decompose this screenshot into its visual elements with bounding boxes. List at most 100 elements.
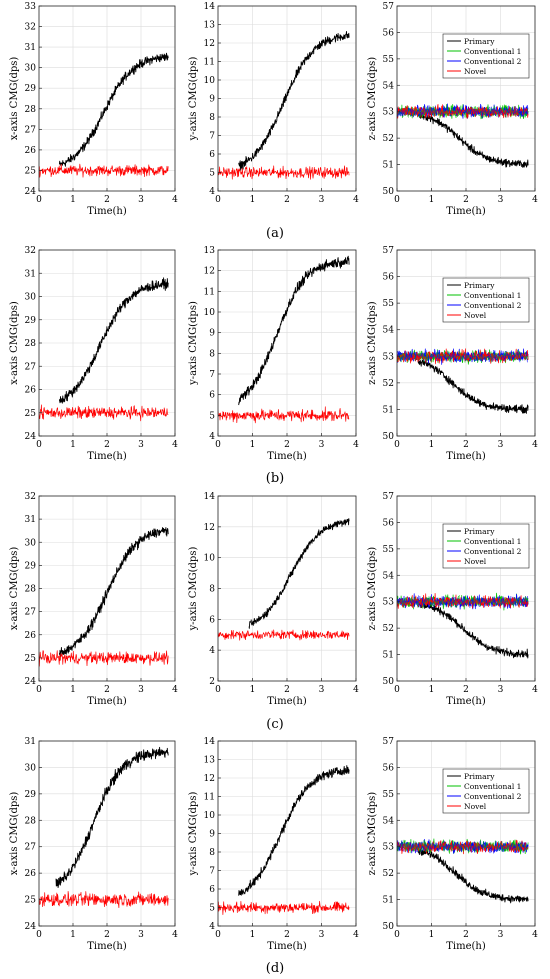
y-tick-label: 28: [25, 339, 37, 349]
series-primary: [248, 518, 350, 629]
y-tick-label: 54: [383, 571, 395, 581]
x-tick-label: 0: [36, 930, 42, 940]
y-tick-label: 32: [25, 492, 36, 502]
y-tick-label: 6: [209, 615, 215, 625]
y-tick-label: 51: [383, 405, 394, 415]
series-primary: [417, 357, 529, 414]
y-tick-label: 24: [25, 187, 37, 197]
series-trace-1: [397, 595, 529, 608]
y-tick-label: 26: [25, 869, 37, 879]
y-tick-label: 31: [25, 43, 36, 53]
series-primary: [58, 527, 169, 658]
y-tick-label: 30: [25, 763, 37, 773]
y-tick-label: 54: [383, 81, 395, 91]
x-tick-label: 3: [319, 440, 325, 450]
x-tick-label: 4: [532, 685, 538, 695]
x-tick-label: 0: [215, 930, 221, 940]
y-tick-label: 57: [383, 737, 395, 747]
y-tick-label: 26: [25, 386, 37, 396]
y-tick-label: 2: [209, 677, 215, 687]
series-primary: [55, 746, 169, 889]
chart-panel-10: 0 1 2 3 4 24 25 26 27 28 29 30 31 Time(h) x-axis CMG(d…: [9, 737, 178, 952]
y-tick-label: 26: [25, 146, 37, 156]
series-novel: [397, 839, 529, 855]
y-tick-label: 30: [25, 64, 37, 74]
x-tick-label: 3: [138, 685, 144, 695]
y-tick-label: 55: [383, 545, 395, 555]
legend-entry: Conventional 2: [464, 57, 522, 66]
y-tick-label: 5: [209, 169, 215, 179]
y-tick-label: 4: [209, 922, 215, 932]
legend-entry: Conventional 1: [464, 782, 521, 791]
y-tick-label: 55: [383, 299, 395, 309]
series-primary: [417, 845, 529, 904]
x-axis-label: Time(h): [87, 451, 127, 462]
x-axis-label: Time(h): [446, 451, 486, 462]
y-tick-label: 8: [209, 349, 215, 359]
x-tick-label: 4: [172, 195, 178, 205]
y-tick-label: 53: [383, 598, 395, 608]
legend-entry: Novel: [464, 311, 487, 320]
series-novel: [218, 900, 350, 915]
y-tick-label: 25: [25, 166, 37, 176]
y-tick-label: 25: [25, 654, 37, 664]
x-axis-label: Time(h): [267, 696, 307, 707]
y-tick-label: 8: [209, 585, 215, 595]
y-tick-label: 55: [383, 790, 395, 800]
y-tick-label: 53: [383, 108, 395, 118]
series-trace-1: [397, 349, 529, 363]
x-tick-label: 4: [353, 195, 359, 205]
y-tick-label: 56: [383, 28, 395, 38]
x-axis-label: Time(h): [267, 451, 307, 462]
series-primary: [417, 601, 529, 659]
y-tick-label: 31: [25, 515, 36, 525]
y-tick-label: 13: [204, 756, 216, 766]
y-tick-label: 53: [383, 352, 395, 362]
x-axis-label: Time(h): [87, 696, 127, 707]
x-tick-label: 0: [394, 930, 400, 940]
x-tick-label: 4: [532, 930, 538, 940]
legend-entry: Primary: [464, 527, 495, 536]
y-axis-label: y-axis CMG(dps): [188, 792, 199, 877]
y-tick-label: 26: [25, 631, 37, 641]
y-tick-label: 10: [204, 811, 216, 821]
y-tick-label: 4: [209, 187, 215, 197]
series-novel: [218, 629, 350, 641]
x-tick-label: 4: [532, 195, 538, 205]
series-novel: [39, 404, 169, 422]
y-tick-label: 10: [204, 308, 216, 318]
y-tick-label: 9: [209, 95, 215, 105]
y-tick-label: 32: [25, 23, 36, 33]
x-tick-label: 1: [250, 195, 256, 205]
x-tick-label: 1: [70, 685, 76, 695]
chart-panel-6: 0 1 2 3 4 50 51 52 53 54 55 56 57 Time(h) z-axis CMG(d…: [367, 246, 538, 462]
y-tick-label: 4: [209, 646, 215, 656]
x-tick-label: 2: [104, 685, 110, 695]
y-tick-label: 28: [25, 585, 37, 595]
y-tick-label: 12: [204, 523, 215, 533]
x-tick-label: 2: [284, 685, 290, 695]
y-tick-label: 7: [209, 370, 215, 380]
y-tick-label: 52: [383, 379, 394, 389]
chart-panel-4: 0 1 2 3 4 24 25 26 27 28 29 30 31 32 Time(h) x-axis CMG…: [9, 246, 178, 462]
x-tick-label: 4: [172, 685, 178, 695]
x-axis-label: Time(h): [87, 941, 127, 952]
caption-b: (b): [265, 471, 285, 486]
y-tick-label: 31: [25, 737, 36, 747]
y-tick-label: 27: [25, 843, 37, 853]
caption-a: (a): [266, 226, 284, 241]
y-axis-label: y-axis CMG(dps): [188, 547, 199, 632]
x-tick-label: 0: [36, 685, 42, 695]
series-primary: [238, 255, 350, 406]
y-tick-label: 6: [209, 150, 215, 160]
series-novel: [39, 163, 169, 178]
y-tick-label: 52: [383, 869, 394, 879]
x-tick-label: 3: [138, 440, 144, 450]
y-tick-label: 12: [204, 267, 215, 277]
y-tick-label: 10: [204, 76, 216, 86]
